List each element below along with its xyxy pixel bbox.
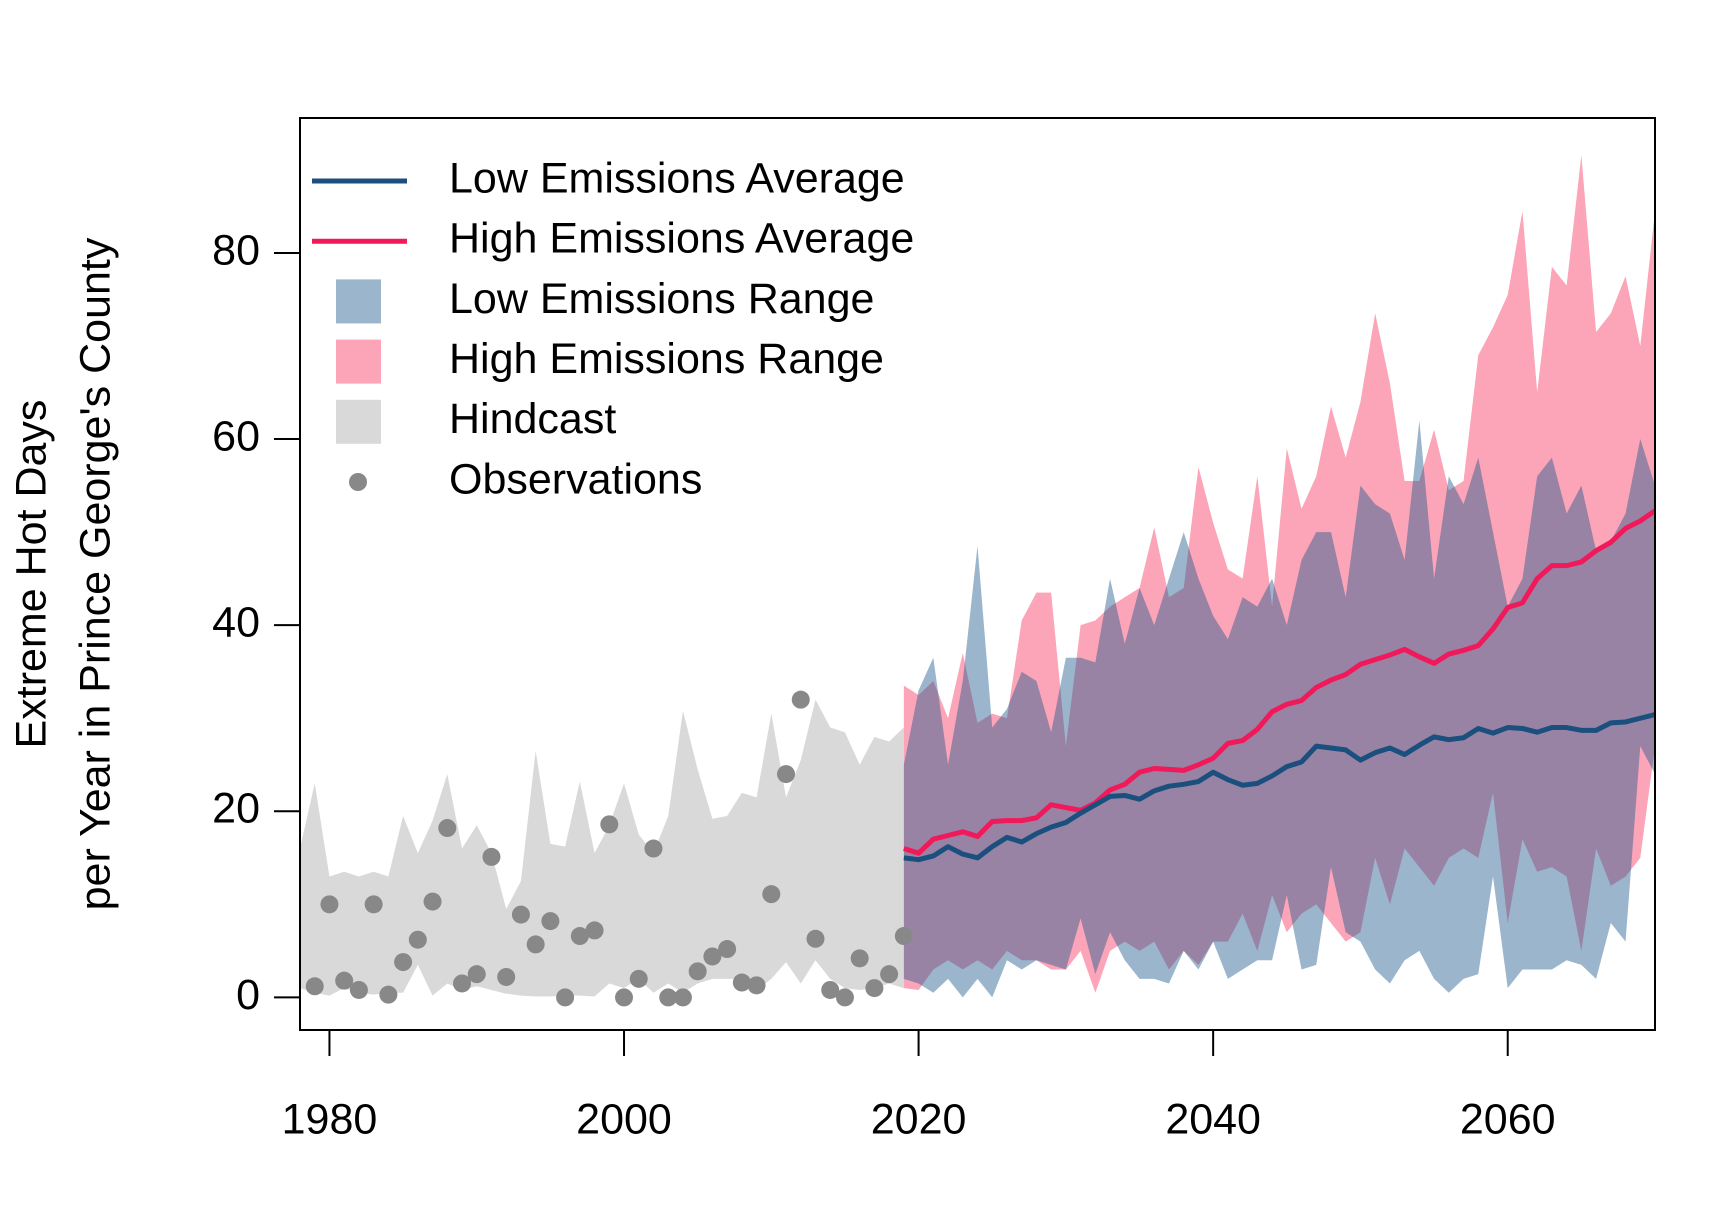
legend-label: Low Emissions Range xyxy=(449,275,874,323)
observation-point xyxy=(320,895,339,914)
observation-point xyxy=(644,839,663,858)
observation-point xyxy=(835,988,854,1007)
legend-label: Low Emissions Average xyxy=(449,154,905,202)
observation-point xyxy=(732,973,751,992)
observation-point xyxy=(556,988,575,1007)
range-band xyxy=(903,155,1655,993)
y-tick-label: 20 xyxy=(212,785,260,833)
observation-point xyxy=(865,979,884,998)
observation-point xyxy=(880,965,899,984)
observation-point xyxy=(615,988,634,1007)
observation-point xyxy=(335,971,354,990)
observation-point xyxy=(453,974,472,993)
observation-point xyxy=(497,967,516,986)
plot-frame xyxy=(299,117,1656,1031)
y-tick-label: 80 xyxy=(212,226,260,274)
legend-label: Hindcast xyxy=(449,395,616,443)
observation-point xyxy=(526,935,545,954)
legend-swatch xyxy=(336,399,381,444)
x-tick-label: 2000 xyxy=(576,1095,672,1143)
y-tick-label: 0 xyxy=(236,971,260,1019)
legend-label: High Emissions Range xyxy=(449,335,884,383)
plot-area xyxy=(300,155,1655,1007)
legend-point xyxy=(349,473,367,491)
observation-point xyxy=(482,847,501,866)
average-line xyxy=(903,712,1655,863)
average-line xyxy=(903,508,1655,856)
observation-point xyxy=(423,892,442,911)
legend-label: Observations xyxy=(449,455,702,503)
observation-point xyxy=(703,947,722,966)
observation-point xyxy=(305,977,324,996)
observation-point xyxy=(585,921,604,940)
observation-point xyxy=(806,929,825,948)
observation-point xyxy=(659,988,678,1007)
observation-point xyxy=(394,953,413,972)
observation-point xyxy=(511,905,530,924)
y-tick-label: 40 xyxy=(212,599,260,647)
observation-point xyxy=(762,885,781,904)
range-band xyxy=(300,699,904,997)
y-tick-label: 60 xyxy=(212,412,260,460)
observation-point xyxy=(777,765,796,784)
observation-point xyxy=(894,927,913,946)
observation-point xyxy=(349,980,368,999)
observation-point xyxy=(600,815,619,834)
observation-point xyxy=(629,969,648,988)
x-tick-label: 2020 xyxy=(871,1095,967,1143)
observation-point xyxy=(688,962,707,981)
observation-point xyxy=(791,690,810,709)
y-axis-label: per Year in Prince George's County xyxy=(71,237,119,910)
x-tick-label: 1980 xyxy=(282,1095,378,1143)
observation-point xyxy=(673,988,692,1007)
observation-point xyxy=(467,965,486,984)
observation-point xyxy=(570,927,589,946)
x-tick-label: 2040 xyxy=(1165,1095,1261,1143)
legend-swatch xyxy=(336,279,381,324)
y-axis-label: Extreme Hot Days xyxy=(7,400,55,749)
observation-point xyxy=(850,949,869,968)
observation-point xyxy=(747,976,766,995)
legend-label: High Emissions Average xyxy=(449,215,914,263)
observation-point xyxy=(379,985,398,1004)
observation-point xyxy=(541,912,560,931)
x-tick-label: 2060 xyxy=(1460,1095,1556,1143)
observation-point xyxy=(718,940,737,959)
observation-point xyxy=(438,819,457,838)
legend-swatch xyxy=(336,339,381,384)
observation-point xyxy=(408,930,427,949)
legend: Low Emissions Average High Emissions Aver… xyxy=(312,154,914,503)
observation-point xyxy=(364,895,383,914)
observation-point xyxy=(821,980,840,999)
